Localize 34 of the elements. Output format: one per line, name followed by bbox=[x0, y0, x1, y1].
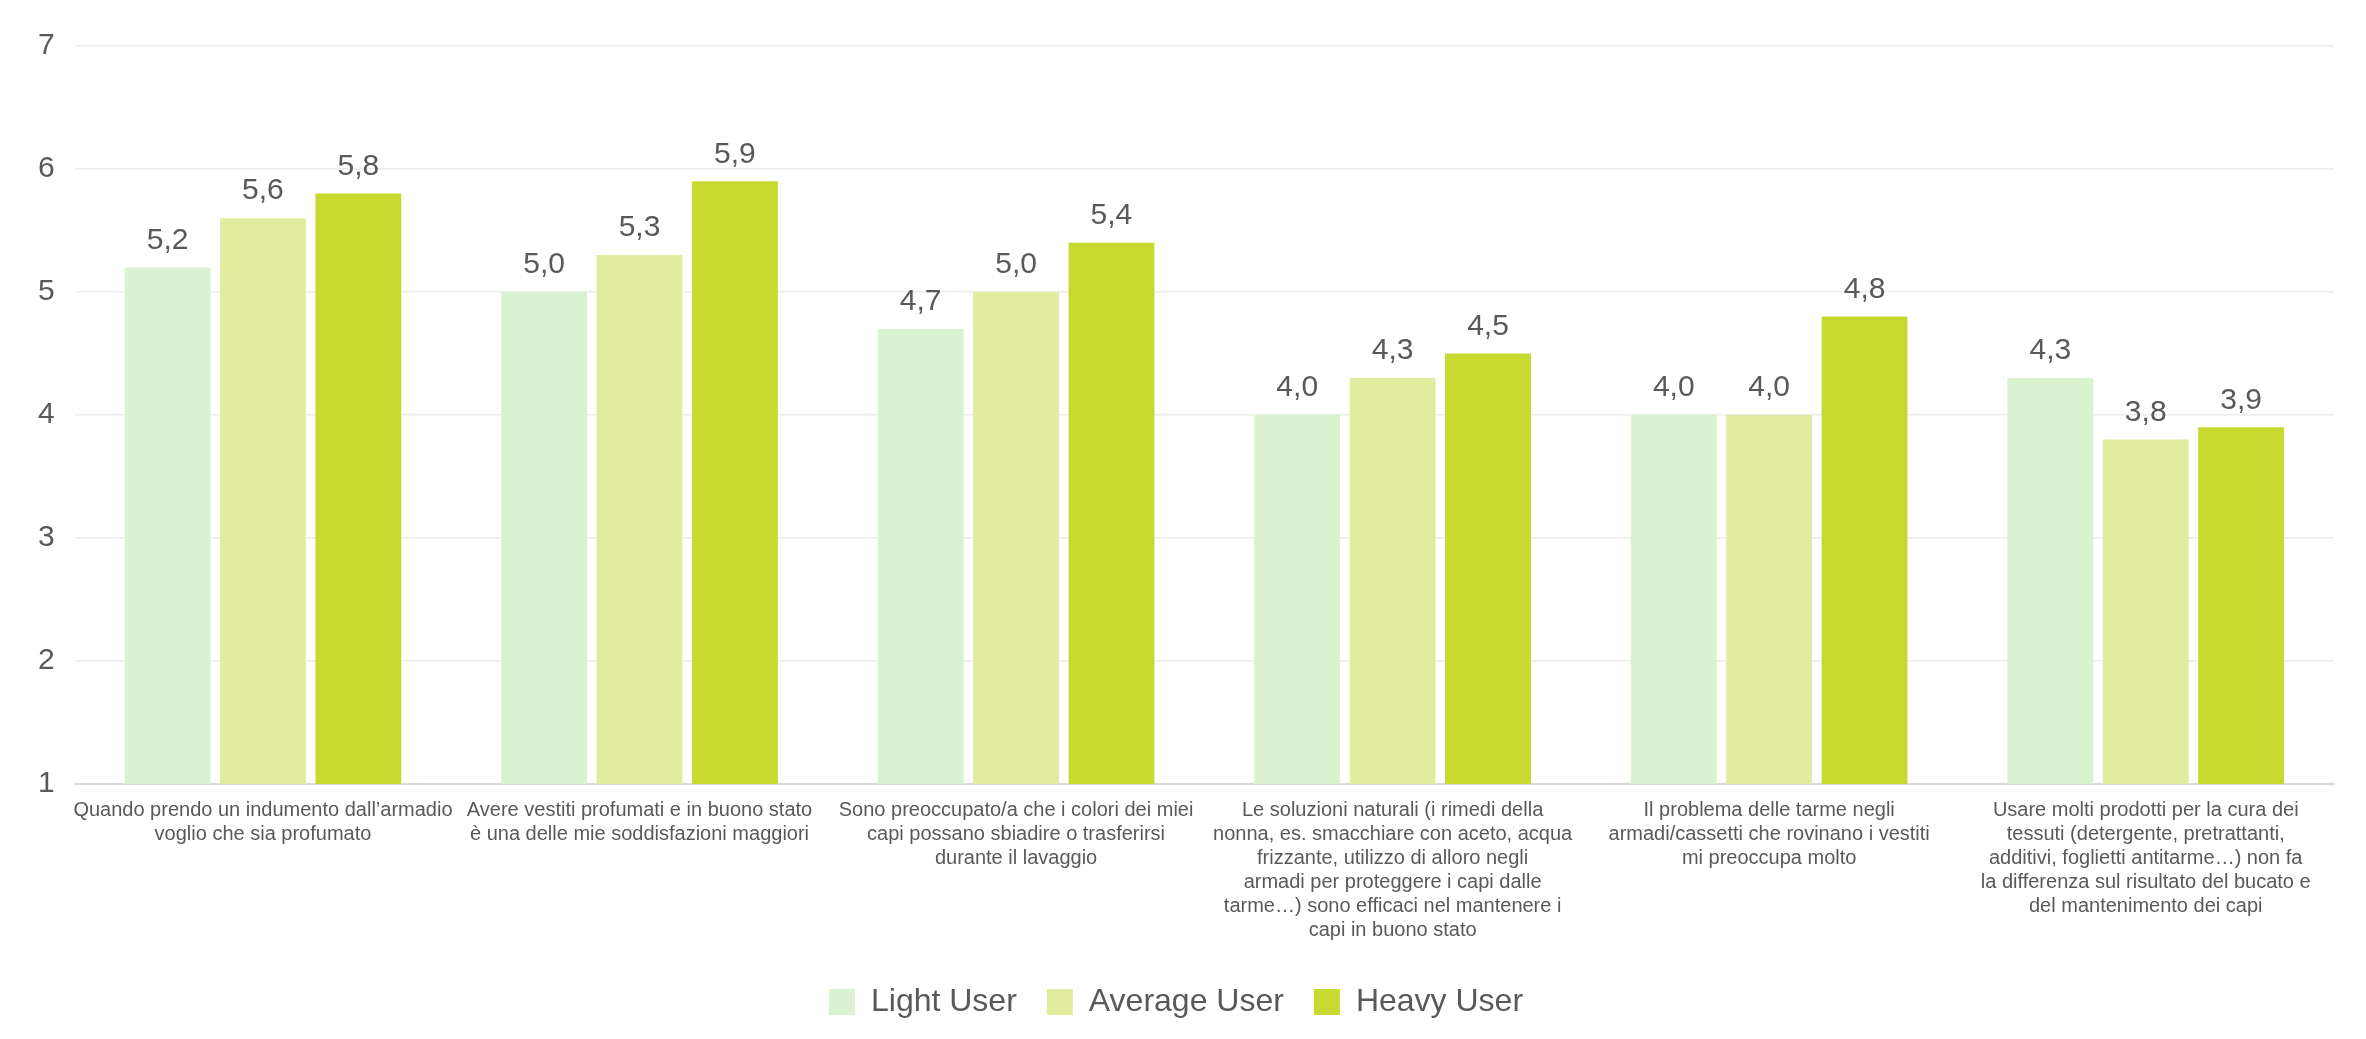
x-tick-label: Sono preoccupato/a che i colori dei miei capi possano sbiadire o trasferirsi durante il lavaggio bbox=[838, 797, 1194, 868]
data-label: 5,4 bbox=[1090, 197, 1133, 231]
data-label: 4,0 bbox=[1748, 369, 1791, 403]
y-tick-label: 2 bbox=[38, 642, 55, 676]
data-label: 5,8 bbox=[337, 147, 380, 181]
data-label: 4,3 bbox=[2029, 332, 2072, 366]
y-tick-label: 5 bbox=[38, 273, 55, 307]
data-label: 4,3 bbox=[1371, 332, 1414, 366]
x-tick-label: Usare molti prodotti per la cura dei tessuti (detergente, pretrattanti, additivi, foglietti antitarme…) non fa la differenza sul risultato del bucato e del mantenimento dei capi bbox=[1980, 797, 2311, 916]
x-tick-label: Quando prendo un indumento dall’armadio voglio che sia profumato bbox=[73, 797, 453, 844]
x-tick-label: Il problema delle tarme negli armadi/cassetti che rovinano i vestiti mi preoccupa molto bbox=[1608, 797, 1930, 868]
data-label: 5,2 bbox=[146, 221, 189, 255]
data-label: 4,0 bbox=[1652, 369, 1695, 403]
y-tick-label: 1 bbox=[38, 765, 55, 799]
data-label: 3,8 bbox=[2124, 393, 2167, 427]
x-tick-label: Avere vestiti profumati e in buono stato è una delle mie soddisfazioni maggiori bbox=[466, 797, 813, 844]
y-tick-label: 3 bbox=[38, 519, 55, 553]
data-label: 4,7 bbox=[899, 283, 942, 317]
legend-label: Heavy User bbox=[1355, 981, 1524, 1018]
data-label: 5,3 bbox=[618, 209, 661, 243]
data-label: 4,8 bbox=[1843, 270, 1886, 304]
x-tick-label: Le soluzioni naturali (i rimedi della nonna, es. smacchiare con aceto, acqua frizzante, utilizzo di alloro negli armadi per proteggere i capi dalle tarme…) sono efficaci nel mantenere i capi in buono stato bbox=[1213, 797, 1574, 940]
data-label: 5,6 bbox=[242, 172, 284, 206]
y-tick-label: 4 bbox=[38, 396, 55, 430]
data-label: 4,5 bbox=[1467, 307, 1509, 341]
legend-label: Average User bbox=[1088, 981, 1285, 1018]
data-label: 3,9 bbox=[2220, 381, 2262, 415]
data-label: 5,0 bbox=[523, 246, 565, 280]
data-label: 5,9 bbox=[714, 135, 756, 169]
y-tick-label: 6 bbox=[38, 150, 55, 184]
y-tick-label: 7 bbox=[38, 27, 55, 61]
data-label: 5,0 bbox=[995, 246, 1037, 280]
legend-label: Light User bbox=[870, 981, 1018, 1018]
data-label: 4,0 bbox=[1276, 369, 1319, 403]
